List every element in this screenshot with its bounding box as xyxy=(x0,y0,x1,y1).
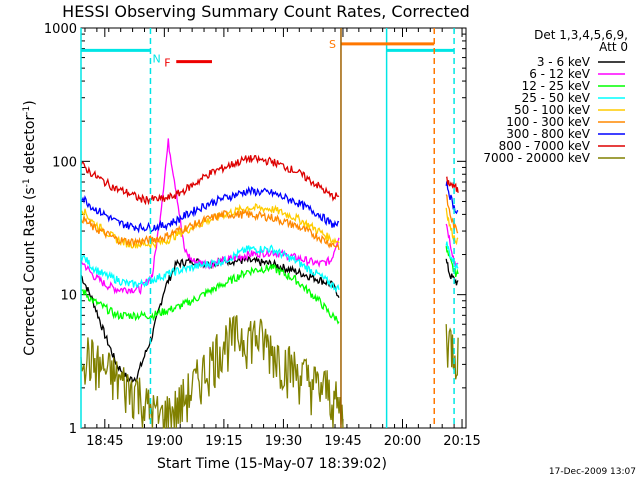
x-tick-label: 19:30 xyxy=(265,434,302,449)
series-lines xyxy=(80,138,459,429)
y-tick-label: 100 xyxy=(52,155,77,170)
y-axis-label-sup: -1 xyxy=(22,106,32,115)
series-line xyxy=(80,185,340,234)
x-tick-label: 19:00 xyxy=(146,434,183,449)
series-line xyxy=(80,315,344,429)
x-tick-label: 20:15 xyxy=(443,434,480,449)
series-line-late xyxy=(445,181,459,215)
legend-label: 6 - 12 keV xyxy=(529,67,591,81)
legend-label: 800 - 7000 keV xyxy=(499,139,591,153)
y-axis-label-part: detector xyxy=(22,115,38,179)
series-line-late xyxy=(445,246,459,278)
x-tick-label: 20:00 xyxy=(384,434,421,449)
y-axis-label-part: Corrected Count Rate (s xyxy=(22,187,38,355)
series-line xyxy=(80,244,340,294)
legend-label: 12 - 25 keV xyxy=(522,79,591,93)
series-line-late xyxy=(445,324,459,380)
series-line-late xyxy=(445,241,459,271)
x-tick-label: 19:15 xyxy=(205,434,242,449)
legend-label: 25 - 50 keV xyxy=(522,91,591,105)
x-axis-label: Start Time (15-May-07 18:39:02) xyxy=(157,456,387,472)
annotations: N F S xyxy=(80,28,455,428)
series-line-late xyxy=(445,207,459,246)
legend-label: 100 - 300 keV xyxy=(506,115,590,129)
y-tick-label: 1 xyxy=(69,422,77,437)
legend-label: 300 - 800 keV xyxy=(506,127,590,141)
y-axis-ticks: 1 10 100 1000 xyxy=(44,22,466,437)
saa-label: S xyxy=(329,38,336,51)
series-line xyxy=(80,263,340,325)
footer-timestamp: 17-Dec-2009 13:07 xyxy=(549,467,636,477)
y-axis-label: Corrected Count Rate (s-1 detector-1) xyxy=(22,100,38,355)
night-label: N xyxy=(152,52,160,65)
y-axis-label-sup: -1 xyxy=(22,178,32,187)
series-line xyxy=(80,203,340,250)
y-axis-label-part: ) xyxy=(22,100,38,105)
legend-title-line: Att 0 xyxy=(599,40,628,54)
y-tick-label: 10 xyxy=(60,289,77,304)
series-line-late xyxy=(446,176,459,193)
legend-label: 50 - 100 keV xyxy=(514,103,591,117)
series-line-late xyxy=(445,258,459,286)
series-line xyxy=(80,154,340,206)
x-tick-label: 18:45 xyxy=(86,434,123,449)
series-line xyxy=(80,208,340,251)
series-line xyxy=(80,138,340,296)
legend-label: 3 - 6 keV xyxy=(537,55,591,69)
x-tick-label: 19:45 xyxy=(324,434,361,449)
legend-title-line: Det 1,3,4,5,6,9, xyxy=(534,28,628,42)
legend-label: 7000 - 20000 keV xyxy=(483,151,590,165)
chart-title: HESSI Observing Summary Count Rates, Cor… xyxy=(62,2,470,21)
series-line-late xyxy=(445,194,459,234)
x-axis-ticks: 18:45 19:00 19:15 19:30 19:45 20:00 20:15 xyxy=(84,28,481,449)
flare-label: F xyxy=(164,57,170,70)
y-tick-label: 1000 xyxy=(44,22,77,37)
